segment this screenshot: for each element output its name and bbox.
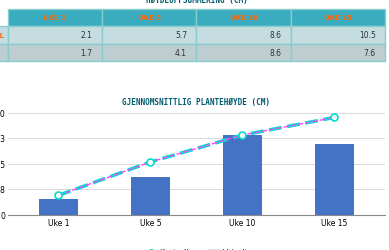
- Bar: [131, 177, 170, 215]
- Bar: [39, 199, 78, 215]
- Title: GJENNOMSNITTLIG PLANTEHØYDE (CM): GJENNOMSNITTLIG PLANTEHØYDE (CM): [123, 98, 270, 106]
- Bar: [315, 145, 354, 215]
- Text: HØYDEOPPSUMMERING (CM): HØYDEOPPSUMMERING (CM): [145, 0, 247, 5]
- Bar: [223, 136, 262, 215]
- Legend: Kontroll, Veisalt: Kontroll, Veisalt: [142, 245, 251, 250]
